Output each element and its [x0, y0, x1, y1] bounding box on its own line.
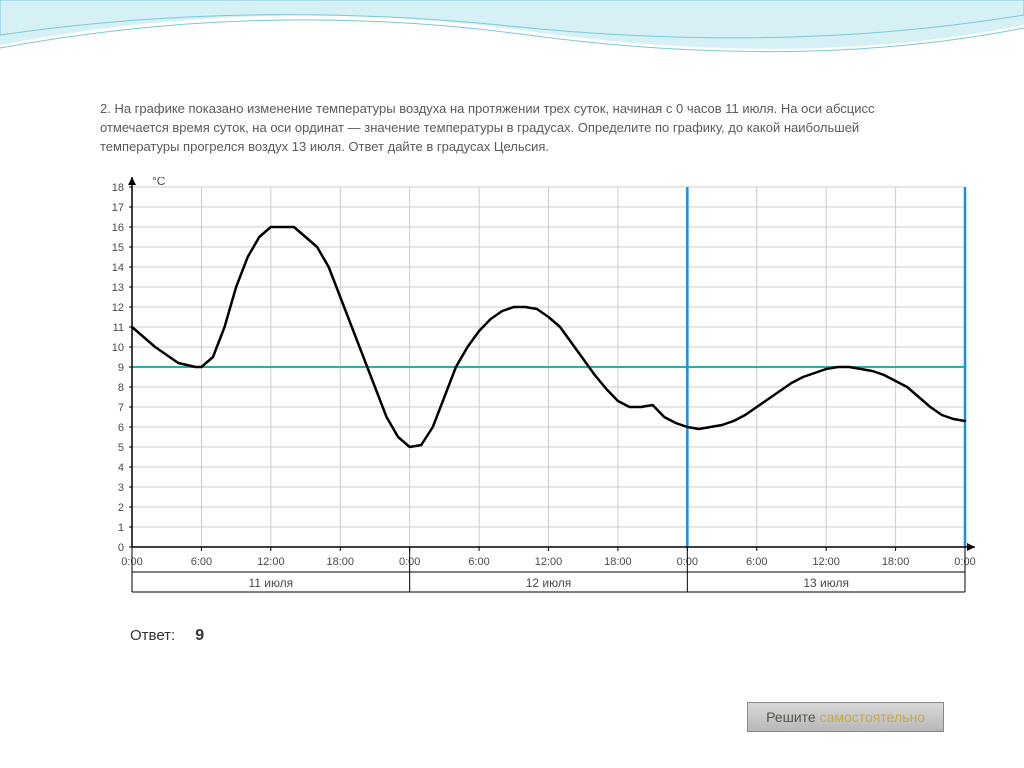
svg-text:12:00: 12:00: [535, 556, 563, 568]
svg-text:7: 7: [118, 402, 124, 414]
svg-text:18: 18: [112, 182, 124, 194]
svg-text:11: 11: [113, 322, 124, 334]
svg-text:1: 1: [118, 522, 124, 534]
temperature-chart: 0123456789101112131415161718°C0:006:0012…: [60, 177, 980, 607]
svg-text:8: 8: [118, 382, 124, 394]
svg-text:12:00: 12:00: [257, 556, 285, 568]
svg-text:5: 5: [118, 442, 124, 454]
svg-text:12: 12: [112, 302, 124, 314]
svg-text:12 июля: 12 июля: [526, 576, 572, 590]
solve-yourself-button[interactable]: Решите самостоятельно: [747, 702, 944, 732]
svg-text:15: 15: [112, 242, 124, 254]
svg-text:16: 16: [112, 222, 124, 234]
svg-text:14: 14: [112, 262, 124, 274]
svg-text:4: 4: [118, 462, 124, 474]
solve-word1: Решите: [766, 709, 816, 725]
svg-text:13: 13: [112, 282, 124, 294]
svg-text:18:00: 18:00: [882, 556, 910, 568]
problem-text: 2. На графике показано изменение темпера…: [100, 100, 880, 157]
svg-text:18:00: 18:00: [326, 556, 354, 568]
svg-text:6:00: 6:00: [746, 556, 767, 568]
answer-label: Ответ:: [130, 627, 175, 644]
svg-text:6:00: 6:00: [191, 556, 212, 568]
svg-text:3: 3: [118, 482, 124, 494]
svg-text:12:00: 12:00: [812, 556, 840, 568]
svg-text:6: 6: [118, 422, 124, 434]
solve-word2: самостоятельно: [820, 709, 925, 725]
svg-text:2: 2: [118, 502, 124, 514]
svg-text:11 июля: 11 июля: [248, 576, 293, 590]
svg-text:0: 0: [118, 542, 124, 554]
svg-text:13 июля: 13 июля: [803, 576, 849, 590]
svg-text:6:00: 6:00: [468, 556, 489, 568]
svg-text:17: 17: [112, 202, 124, 214]
svg-text:18:00: 18:00: [604, 556, 632, 568]
svg-text:10: 10: [112, 342, 124, 354]
svg-text:9: 9: [118, 362, 124, 374]
answer-value: 9: [195, 627, 204, 645]
svg-text:°C: °C: [152, 177, 166, 188]
